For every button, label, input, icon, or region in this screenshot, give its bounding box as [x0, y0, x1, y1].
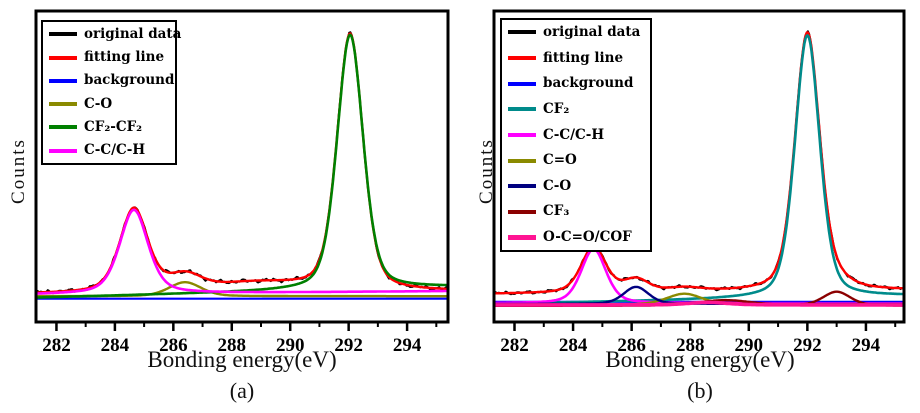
plot-frame — [492, 9, 906, 324]
x-tick-label: 286 — [617, 335, 646, 356]
legend-swatch-cf2 — [508, 107, 536, 112]
x-tick-label: 284 — [559, 335, 588, 356]
legend-item-c-double-o: C=O — [508, 153, 642, 168]
x-tick-label: 284 — [101, 335, 130, 356]
legend-label-cf2: CF₂ — [543, 100, 570, 117]
legend-label-fitting-line: fitting line — [543, 49, 624, 66]
panel-label-b: (b) — [687, 378, 713, 403]
legend-item-original-data: original data — [508, 25, 642, 40]
legend-item-c-c-c-h: C-C/C-H — [508, 126, 642, 143]
legend-swatch-c-c-c-h — [49, 148, 77, 153]
legend-label-c-o: C-O — [543, 177, 572, 194]
x-tick-label: 286 — [159, 335, 188, 356]
x-axis-label-b: Bonding energy(eV) — [605, 347, 795, 372]
x-tick-label: 282 — [42, 335, 71, 356]
legend-label-c-double-o: C=O — [543, 152, 577, 169]
legend-item-c-c-c-h: C-C/C-H — [49, 143, 167, 158]
legend-swatch-o-c-o-cof — [508, 235, 536, 241]
x-tick-label: 294 — [393, 335, 422, 356]
legend-label-c-o: C-O — [84, 95, 113, 112]
legend-item-fitting-line: fitting line — [508, 49, 642, 66]
legend-b: original data fitting line background CF₂ C-… — [500, 18, 652, 252]
legend-item-background: background — [508, 76, 642, 91]
legend-label-original-data: original data — [543, 24, 641, 40]
legend-label-c-c-c-h: C-C/C-H — [543, 126, 605, 143]
legend-swatch-c-o — [508, 184, 536, 189]
legend-label-cf3: CF₃ — [543, 203, 570, 220]
x-tick-label: 288 — [218, 335, 247, 356]
y-axis-label-a: Counts — [8, 138, 29, 204]
legend-item-cf3: CF₃ — [508, 204, 642, 219]
series-c-c-c-h — [495, 247, 903, 305]
legend-label-o-c-o-cof: O-C=O/COF — [543, 229, 632, 246]
legend-item-c-o: C-O — [49, 95, 167, 112]
legend-item-cf2-cf2: CF₂-CF₂ — [49, 120, 167, 135]
legend-swatch-c-double-o — [508, 158, 536, 163]
x-axis-label-a: Bonding energy(eV) — [147, 347, 337, 372]
x-tick-label: 292 — [334, 335, 363, 356]
legend-label-original-data: original data — [84, 26, 182, 42]
legend-a: original data fitting line background C-O CF… — [41, 20, 181, 165]
x-tick-label: 292 — [793, 335, 822, 356]
legend-item-cf2: CF₂ — [508, 102, 642, 117]
legend-label-background: background — [543, 75, 634, 92]
legend-swatch-c-c-c-h — [508, 132, 536, 137]
chart-panel-a: 282 284 286 288 290 292 294 Counts original da… — [8, 9, 450, 403]
panel-label-a: (a) — [229, 378, 255, 403]
legend-swatch-cf3 — [508, 209, 536, 214]
legend-label-background: background — [84, 72, 175, 89]
series-o-c-o-cof — [495, 300, 903, 307]
legend-swatch-original-data — [508, 30, 536, 35]
legend-swatch-fitting-line — [508, 56, 536, 61]
legend-swatch-original-data — [49, 32, 77, 37]
legend-swatch-cf2-cf2 — [49, 125, 77, 130]
chart-b-canvas: 282 284 286 288 290 292 294 — [492, 9, 906, 356]
x-tick-label: 288 — [676, 335, 705, 356]
legend-swatch-c-o — [49, 102, 77, 107]
legend-item-c-o: C-O — [508, 177, 642, 194]
x-tick-label: 282 — [500, 335, 529, 356]
x-tick-label: 294 — [852, 335, 881, 356]
legend-label-c-c-c-h: C-C/C-H — [84, 142, 146, 159]
series-fitting-line — [495, 31, 903, 295]
chart-panel-b: 282 284 286 288 290 292 294 Counts original da… — [460, 0, 920, 413]
legend-label-fitting-line: fitting line — [84, 49, 165, 66]
legend-swatch-background — [508, 81, 536, 86]
legend-label-cf2-cf2: CF₂-CF₂ — [84, 118, 143, 135]
plot-frame — [34, 9, 450, 324]
series-c-c-c-h — [37, 208, 447, 295]
y-axis-label-b: Counts — [476, 138, 497, 204]
legend-swatch-background — [49, 78, 77, 83]
legend-item-o-c-o-cof: O-C=O/COF — [508, 230, 642, 245]
x-tick-label: 290 — [276, 335, 305, 356]
x-tick-label: 290 — [735, 335, 764, 356]
legend-item-fitting-line: fitting line — [49, 50, 167, 65]
legend-item-original-data: original data — [49, 27, 181, 42]
legend-swatch-fitting-line — [49, 55, 77, 60]
chart-a-canvas: 282 284 286 288 290 292 294 — [34, 9, 450, 356]
series-cf2 — [495, 34, 903, 306]
legend-item-background: background — [49, 73, 174, 88]
